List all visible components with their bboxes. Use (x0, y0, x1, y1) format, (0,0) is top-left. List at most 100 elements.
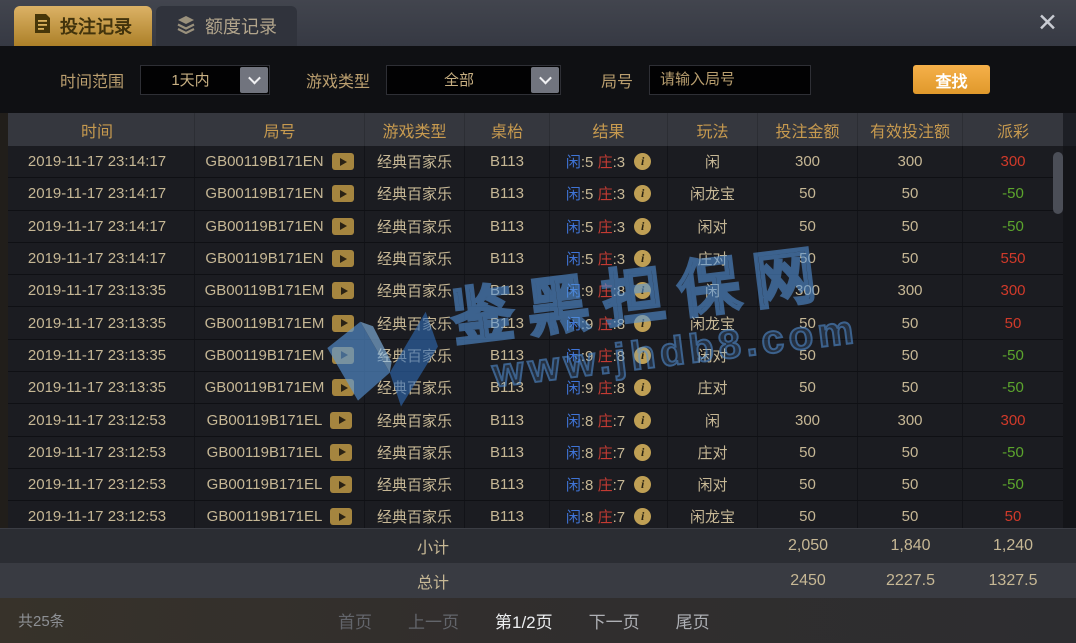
cell-payout: -50 (1002, 379, 1024, 397)
video-replay-icon[interactable] (332, 282, 355, 300)
cell-play-type: 闲对 (668, 468, 758, 501)
chevron-down-icon[interactable] (531, 66, 560, 93)
round-id: GB00119B171EL (206, 508, 323, 526)
cell-play-type: 庄对 (668, 436, 758, 468)
cell-play-type: 庄对 (668, 242, 758, 275)
table-row: 2019-11-17 23:12:53 GB00119B171EL 经典百家乐 … (0, 501, 1063, 528)
tab-quota-records[interactable]: 额度记录 (156, 6, 297, 46)
round-id: GB00119B171EM (204, 346, 325, 364)
cell-bet-amount: 50 (758, 178, 858, 210)
cell-payout: -50 (1002, 476, 1024, 494)
info-icon[interactable]: i (634, 282, 652, 300)
subtotal-label: 小计 (416, 540, 449, 557)
info-icon[interactable]: i (634, 314, 652, 332)
cell-play-type: 闲龙宝 (668, 307, 758, 339)
info-icon[interactable]: i (634, 379, 652, 397)
search-button[interactable]: 查找 (913, 65, 990, 94)
game-type-value: 全部 (444, 72, 475, 89)
cell-time: 2019-11-17 23:13:35 (0, 339, 195, 372)
info-icon[interactable]: i (634, 411, 652, 429)
table-row: 2019-11-17 23:12:53 GB00119B171EL 经典百家乐 … (0, 436, 1063, 469)
cell-table: B113 (465, 146, 550, 178)
cell-payout: 50 (1004, 314, 1022, 332)
total-label: 总计 (416, 574, 449, 592)
header-bet-amount: 投注金额 (758, 113, 858, 146)
cell-valid-bet: 50 (858, 307, 963, 339)
cell-valid-bet: 300 (858, 404, 963, 436)
cell-table: B113 (465, 275, 550, 307)
cell-play-type: 闲 (668, 275, 758, 307)
table-row: 2019-11-17 23:14:17 GB00119B171EN 经典百家乐 … (0, 242, 1063, 276)
cell-valid-bet: 300 (858, 275, 963, 307)
round-number-input[interactable] (649, 64, 812, 95)
header-time: 时间 (0, 113, 195, 146)
time-range-select[interactable]: 1天内 (140, 64, 271, 95)
cell-time: 2019-11-17 23:13:35 (0, 307, 195, 339)
cell-valid-bet: 50 (858, 242, 963, 275)
result-score: 闲:5 庄:3 (565, 154, 626, 172)
tab-quota-records-label: 额度记录 (205, 17, 277, 37)
round-number-label: 局号 (601, 73, 634, 91)
close-icon[interactable]: ✕ (1037, 9, 1058, 37)
cell-bet-amount: 300 (758, 275, 858, 307)
total-valid: 2227.5 (886, 571, 935, 589)
info-icon[interactable]: i (634, 217, 652, 235)
video-replay-icon[interactable] (330, 443, 353, 461)
video-replay-icon[interactable] (332, 379, 355, 397)
info-icon[interactable]: i (634, 346, 652, 364)
result-score: 闲:9 庄:8 (565, 283, 626, 301)
cell-result: 闲:8 庄:7 i (550, 404, 668, 436)
cell-valid-bet: 50 (858, 178, 963, 210)
video-replay-icon[interactable] (331, 250, 354, 268)
total-bet: 2450 (790, 571, 826, 589)
cell-bet-amount: 50 (758, 468, 858, 501)
last-page-button[interactable]: 尾页 (675, 613, 710, 632)
cell-valid-bet: 300 (858, 146, 963, 178)
cell-bet-amount: 50 (758, 372, 858, 404)
vertical-scrollbar[interactable] (1053, 152, 1063, 214)
info-icon[interactable]: i (634, 508, 652, 526)
info-icon[interactable]: i (634, 153, 652, 171)
cell-round: GB00119B171EM (195, 339, 365, 372)
video-replay-icon[interactable] (331, 153, 354, 171)
cell-table: B113 (465, 436, 550, 468)
prev-page-button[interactable]: 上一页 (408, 613, 459, 632)
video-replay-icon[interactable] (332, 314, 355, 332)
cell-result: 闲:9 庄:8 i (550, 307, 668, 339)
info-icon[interactable]: i (634, 250, 652, 268)
game-type-label: 游戏类型 (306, 73, 371, 91)
info-icon[interactable]: i (634, 185, 652, 203)
cell-table: B113 (465, 404, 550, 436)
table-row: 2019-11-17 23:12:53 GB00119B171EL 经典百家乐 … (0, 468, 1063, 502)
cell-game-type: 经典百家乐 (365, 210, 465, 242)
info-icon[interactable]: i (634, 476, 652, 494)
cell-time: 2019-11-17 23:12:53 (0, 404, 195, 436)
round-id: GB00119B171EM (204, 314, 325, 332)
time-range-label: 时间范围 (60, 73, 125, 91)
table-body: 2019-11-17 23:14:17 GB00119B171EN 经典百家乐 … (0, 146, 1076, 528)
cell-round: GB00119B171EM (195, 372, 365, 404)
chevron-down-icon[interactable] (240, 66, 269, 93)
video-replay-icon[interactable] (330, 411, 353, 429)
result-score: 闲:8 庄:7 (565, 509, 626, 527)
result-score: 闲:9 庄:8 (565, 380, 626, 398)
cell-payout: 300 (1000, 411, 1026, 429)
info-icon[interactable]: i (634, 443, 652, 461)
video-replay-icon[interactable] (332, 346, 355, 364)
tab-bet-records[interactable]: 投注记录 (14, 6, 152, 46)
first-page-button[interactable]: 首页 (338, 613, 372, 632)
video-replay-icon[interactable] (331, 185, 354, 203)
cell-result: 闲:5 庄:3 i (550, 146, 668, 178)
video-replay-icon[interactable] (330, 508, 353, 526)
video-replay-icon[interactable] (331, 217, 354, 235)
subtotal-valid: 1,840 (890, 537, 931, 554)
cell-time: 2019-11-17 23:13:35 (0, 372, 195, 404)
cell-table: B113 (465, 501, 550, 528)
round-id: GB00119B171EN (205, 217, 324, 235)
video-replay-icon[interactable] (330, 476, 353, 494)
game-type-select[interactable]: 全部 (386, 64, 562, 95)
dialog-tab-bar: 投注记录 额度记录 ✕ (0, 0, 1076, 46)
cell-time: 2019-11-17 23:14:17 (0, 242, 195, 275)
next-page-button[interactable]: 下一页 (588, 613, 640, 632)
result-score: 闲:9 庄:8 (565, 347, 626, 365)
